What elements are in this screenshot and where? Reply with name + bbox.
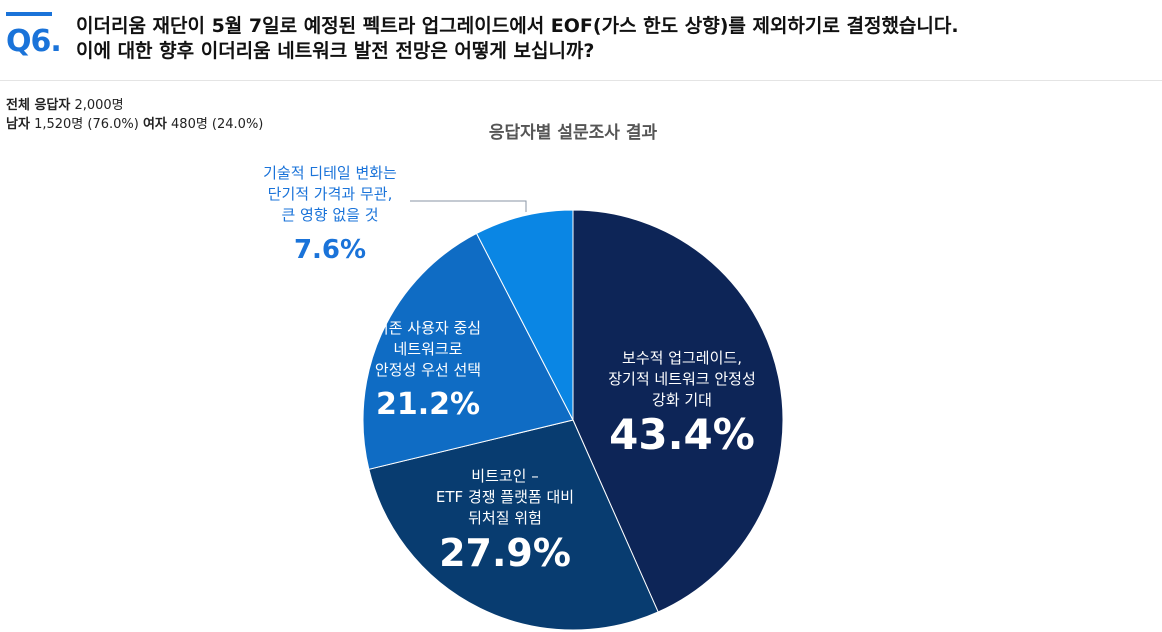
pie-slice-no-impact	[475, 209, 574, 421]
respondent-female-value: 480명 (24.0%)	[171, 117, 264, 132]
respondent-gender: 남자 1,520명 (76.0%) 여자 480명 (24.0%)	[6, 115, 263, 134]
respondent-total-value: 2,000명	[74, 98, 124, 113]
slice-label-line: 큰 영향 없을 것	[281, 206, 379, 224]
respondent-total-label: 전체 응답자	[6, 98, 71, 113]
question-accent-bar	[6, 12, 52, 16]
pie-slice-stability-first	[362, 232, 574, 470]
slice-label-line: 기존 사용자 중심	[374, 319, 482, 337]
question-text: 이더리움 재단이 5월 7일로 예정된 펙트라 업그레이드에서 EOF(가스 한…	[76, 14, 1146, 64]
pie-slice-conservative-upgrade	[572, 209, 784, 613]
slice-label-line: 보수적 업그레이드,	[622, 349, 742, 367]
slice-label-line: 비트코인 –	[471, 467, 539, 485]
slice-label-line: 안정성 우선 선택	[374, 361, 482, 379]
slice-value-label: 27.9%	[439, 531, 571, 575]
slice-label-line: 장기적 네트워크 안정성	[608, 370, 756, 388]
question-number: Q6.	[6, 24, 62, 59]
slice-label-line: ETF 경쟁 플랫폼 대비	[435, 488, 575, 506]
leader-line	[410, 200, 527, 212]
slice-label-line: 기술적 디테일 변화는	[263, 164, 397, 182]
chart-title: 응답자별 설문조사 결과	[488, 123, 658, 143]
respondent-female-label: 여자	[142, 117, 167, 132]
slice-value-label: 21.2%	[375, 387, 481, 422]
question-line-2: 이에 대한 향후 이더리움 네트워크 발전 전망은 어떻게 보십니까?	[76, 40, 595, 62]
respondent-summary: 전체 응답자 2,000명 남자 1,520명 (76.0%) 여자 480명 …	[6, 96, 263, 134]
pie-slice-bitcoin-etf-risk	[368, 419, 659, 631]
respondent-total: 전체 응답자 2,000명	[6, 96, 263, 115]
slice-label-line: 네트워크로	[393, 340, 463, 358]
respondent-male-value: 1,520명 (76.0%)	[34, 117, 139, 132]
slice-value-label: 43.4%	[609, 410, 755, 459]
respondent-male-label: 남자	[6, 117, 30, 132]
slice-label-line: 뒤처질 위험	[468, 509, 542, 527]
question-line-1: 이더리움 재단이 5월 7일로 예정된 펙트라 업그레이드에서 EOF(가스 한…	[76, 15, 959, 37]
slice-label-line: 단기적 가격과 무관,	[267, 185, 393, 203]
slice-value-label: 7.6%	[293, 235, 367, 265]
header-divider	[0, 80, 1162, 81]
slice-label-line: 강화 기대	[652, 391, 712, 409]
